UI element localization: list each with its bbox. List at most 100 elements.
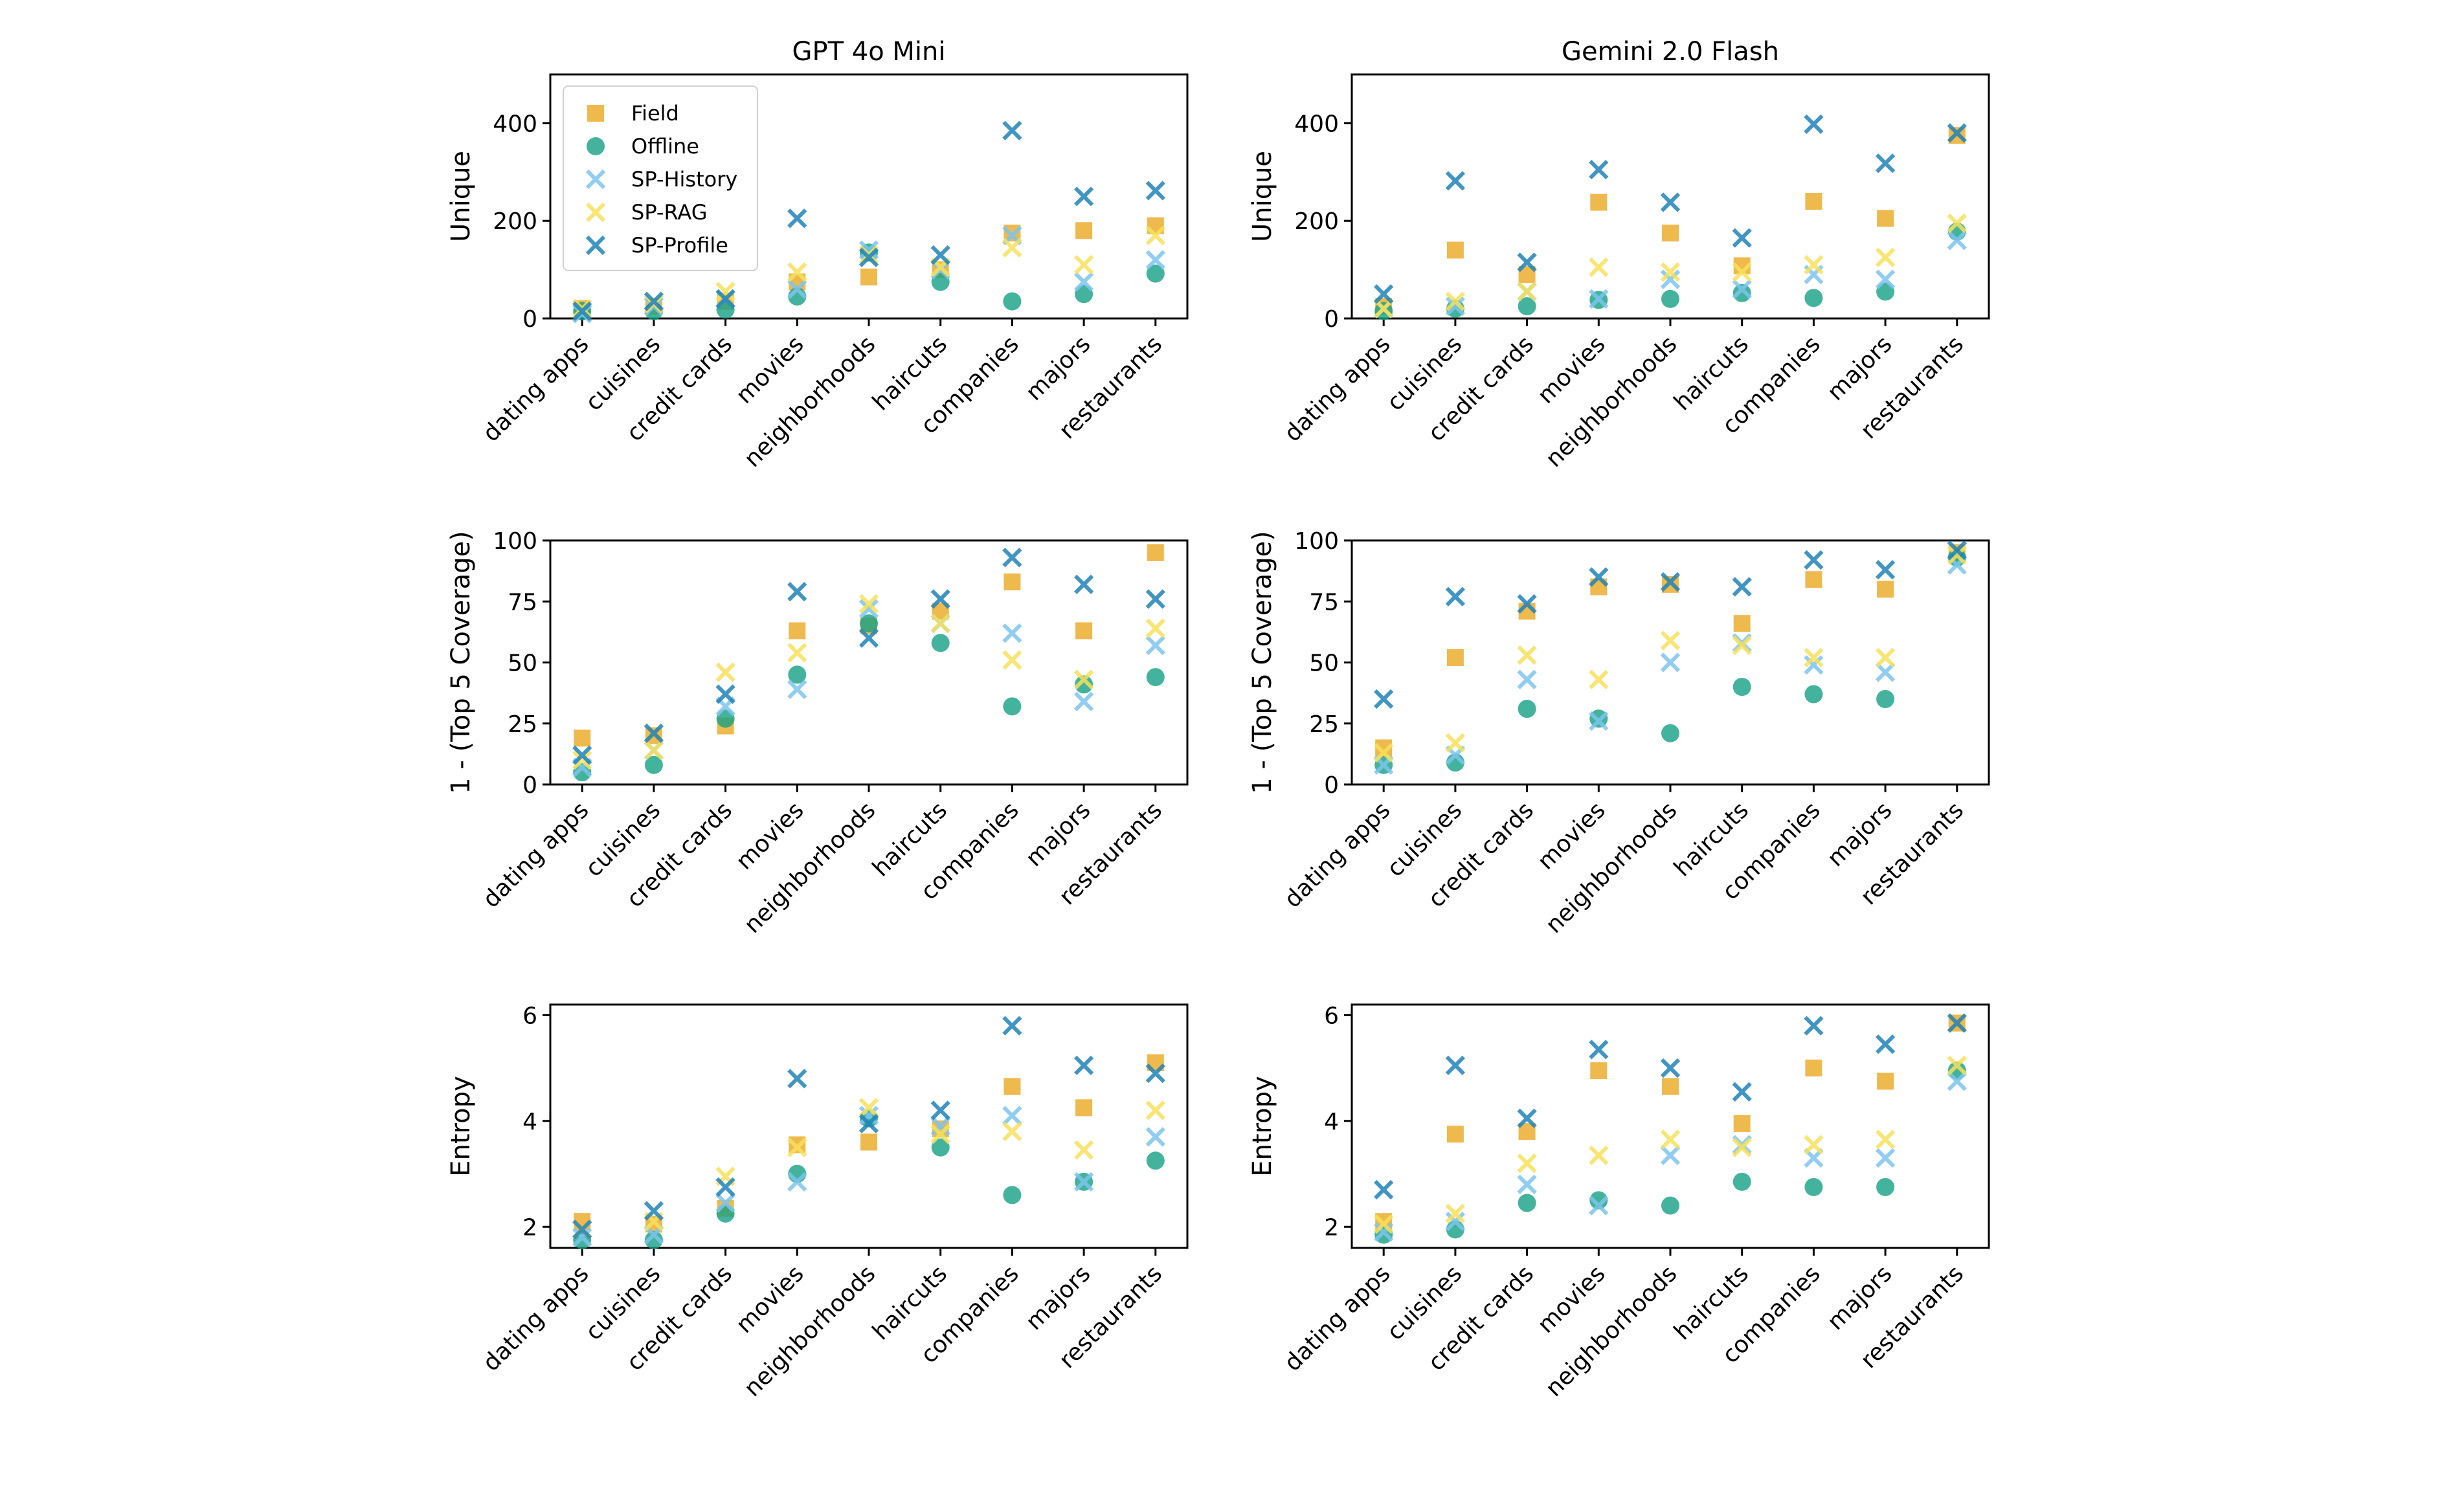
y-tick-label: 50 [1309, 650, 1339, 677]
point-sp-rag [1517, 282, 1537, 302]
point-sp-profile [1660, 192, 1681, 212]
series-sp-history [1374, 1071, 1967, 1242]
point-offline [644, 1230, 663, 1249]
point-offline [1003, 1186, 1022, 1205]
point-sp-history [1589, 1195, 1609, 1216]
point-sp-rag [1589, 1145, 1609, 1166]
point-field [1590, 1062, 1608, 1080]
y-tick-label: 2 [1324, 1214, 1339, 1241]
point-sp-profile [1804, 114, 1824, 135]
point-sp-profile [1073, 574, 1094, 594]
point-sp-history [1073, 691, 1094, 711]
y-tick-label: 0 [522, 772, 537, 799]
legend-marker-offline [587, 137, 605, 155]
point-offline [1146, 1151, 1165, 1170]
point-sp-profile [930, 1100, 950, 1120]
point-sp-rag [1073, 254, 1094, 275]
point-field [789, 622, 806, 639]
point-sp-history [715, 1193, 735, 1213]
series-sp-profile [572, 120, 1165, 321]
point-sp-history [858, 599, 879, 619]
x-tick-label: dating apps [478, 331, 594, 447]
point-sp-history [1145, 635, 1165, 656]
point-offline [1732, 678, 1751, 696]
point-offline [1661, 724, 1679, 742]
y-axis-label: 1 - (Top 5 Coverage) [446, 531, 476, 794]
point-sp-rag [644, 740, 664, 761]
point-sp-profile [930, 245, 950, 265]
point-offline [1804, 685, 1823, 704]
point-field [1877, 581, 1894, 598]
y-tick-label: 0 [1324, 772, 1339, 799]
point-sp-profile [572, 745, 592, 765]
point-sp-profile [572, 1219, 592, 1240]
point-field [574, 729, 591, 747]
point-sp-profile [1002, 548, 1022, 568]
y-tick-label: 200 [1294, 208, 1339, 235]
point-sp-profile [1374, 689, 1394, 709]
y-tick-label: 4 [1324, 1109, 1339, 1135]
point-sp-rag [1073, 669, 1094, 690]
point-offline [1661, 289, 1679, 308]
point-offline [788, 665, 807, 684]
point-sp-history [1660, 652, 1681, 673]
y-axis-label: Unique [446, 151, 476, 242]
y-tick-label: 0 [1324, 306, 1339, 333]
point-sp-history [1517, 1174, 1537, 1195]
point-offline [1003, 697, 1022, 716]
point-sp-rag [1073, 1140, 1094, 1160]
y-tick-label: 400 [493, 111, 537, 137]
y-axis-label: Entropy [446, 1076, 476, 1176]
point-field [860, 268, 877, 285]
point-sp-rag [1875, 647, 1896, 668]
point-sp-profile [1589, 567, 1609, 587]
y-tick-label: 4 [522, 1109, 537, 1135]
series-sp-profile [1374, 1013, 1967, 1200]
point-offline [860, 614, 878, 633]
point-sp-rag [1445, 733, 1466, 753]
point-sp-rag [787, 262, 807, 282]
point-sp-rag [1517, 1153, 1537, 1173]
point-sp-rag [715, 662, 735, 682]
point-sp-history [1002, 623, 1022, 643]
point-field [1733, 615, 1751, 632]
point-sp-rag [1374, 742, 1394, 763]
point-field [1662, 225, 1679, 242]
chart-title: Gemini 2.0 Flash [1562, 37, 1779, 67]
point-sp-history [1804, 655, 1824, 675]
point-sp-rag [1732, 635, 1752, 656]
point-sp-history [1374, 1222, 1394, 1242]
point-sp-history [1445, 296, 1466, 317]
series-sp-rag [1374, 545, 1967, 763]
point-offline [931, 272, 950, 291]
series-sp-profile [572, 1016, 1165, 1240]
point-sp-rag [1875, 1129, 1896, 1150]
x-tick-label: neighborhoods [739, 797, 881, 939]
point-sp-profile [1875, 560, 1896, 580]
chart-panel-4: 0 25 50 75 100 1 - (Top 5 Coverage)dating app… [1248, 528, 1990, 939]
point-sp-history [1073, 1172, 1094, 1192]
point-sp-rag [1804, 254, 1824, 275]
point-field [1003, 573, 1021, 591]
point-sp-profile [1804, 550, 1824, 570]
point-sp-profile [1589, 159, 1609, 180]
point-sp-rag [1947, 545, 1967, 565]
x-tick-label: dating apps [478, 797, 594, 913]
point-offline [1146, 264, 1165, 283]
point-sp-rag [1875, 247, 1896, 267]
point-sp-profile [1073, 1055, 1094, 1076]
legend-label-offline: Offline [631, 134, 699, 159]
legend-label-sp-history: SP-History [631, 167, 737, 192]
point-sp-profile [1875, 153, 1896, 173]
x-tick-label: neighborhoods [1541, 797, 1683, 939]
point-sp-history [858, 1106, 879, 1126]
point-sp-rag [858, 1098, 879, 1118]
point-sp-profile [1517, 1108, 1537, 1128]
point-sp-profile [1145, 1063, 1165, 1084]
point-field [1446, 241, 1464, 259]
y-tick-label: 200 [493, 208, 537, 235]
chart-title: GPT 4o Mini [792, 37, 946, 67]
y-tick-label: 0 [522, 306, 537, 333]
